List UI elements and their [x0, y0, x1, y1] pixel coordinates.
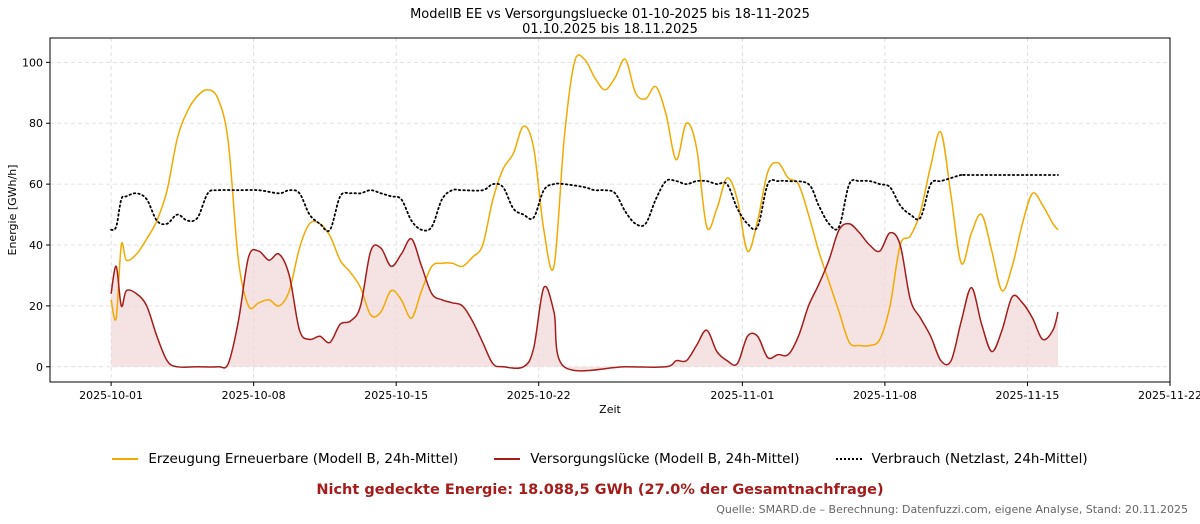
x-tick-label: 2025-10-15 — [364, 389, 428, 402]
legend-item-consumption: Verbrauch (Netzlast, 24h-Mittel) — [835, 451, 1088, 467]
axis-ticks: 0 20 40 60 80 100 2025-10-01 2025-10-08 2025-10-… — [22, 56, 1200, 402]
x-axis-label: Zeit — [599, 403, 621, 416]
consumption-line — [110, 173, 1059, 233]
x-tick-label: 2025-11-22 — [1138, 389, 1200, 402]
legend-label-gap: Versorgungslücke (Modell B, 24h-Mittel) — [530, 451, 800, 467]
legend-label-renewables: Erzeugung Erneuerbare (Modell B, 24h-Mit… — [148, 451, 459, 467]
y-tick-label: 20 — [29, 300, 43, 313]
y-tick-label: 60 — [29, 178, 43, 191]
y-axis-label: Energie [GWh/h] — [6, 165, 19, 256]
gap-line — [110, 222, 1059, 372]
source-note: Quelle: SMARD.de – Berechnung: Datenfuzz… — [716, 503, 1188, 516]
legend-swatch-gap — [494, 458, 521, 460]
y-tick-label: 100 — [22, 56, 43, 69]
summary-text: Nicht gedeckte Energie: 18.088,5 GWh (27… — [316, 482, 884, 498]
chart: ModellB EE vs Versorgungsluecke 01-10-20… — [6, 7, 1200, 416]
gap-area — [111, 223, 1059, 371]
legend: Erzeugung Erneuerbare (Modell B, 24h-Mit… — [0, 448, 1200, 470]
grid — [50, 38, 1171, 382]
x-tick-label: 2025-10-08 — [222, 389, 286, 402]
y-tick-label: 80 — [29, 117, 43, 130]
y-tick-label: 40 — [29, 239, 43, 252]
legend-item-gap: Versorgungslücke (Modell B, 24h-Mittel) — [494, 451, 800, 467]
y-tick-label: 0 — [36, 361, 43, 374]
chart-subtitle: 01.10.2025 bis 18.11.2025 — [522, 22, 698, 37]
plot-frame — [49, 37, 1171, 383]
x-tick-label: 2025-10-22 — [507, 389, 571, 402]
chart-title: ModellB EE vs Versorgungsluecke 01-10-20… — [410, 7, 810, 22]
legend-label-consumption: Verbrauch (Netzlast, 24h-Mittel) — [871, 451, 1088, 467]
series-lines — [110, 54, 1059, 372]
gap-area-fill — [111, 223, 1059, 371]
x-tick-label: 2025-11-15 — [995, 389, 1059, 402]
legend-item-renewables: Erzeugung Erneuerbare (Modell B, 24h-Mit… — [112, 451, 458, 467]
legend-swatch-consumption — [835, 458, 862, 460]
x-tick-label: 2025-10-01 — [79, 389, 143, 402]
legend-swatch-renewables — [112, 458, 139, 460]
x-tick-label: 2025-11-01 — [710, 389, 774, 402]
x-tick-label: 2025-11-08 — [853, 389, 917, 402]
